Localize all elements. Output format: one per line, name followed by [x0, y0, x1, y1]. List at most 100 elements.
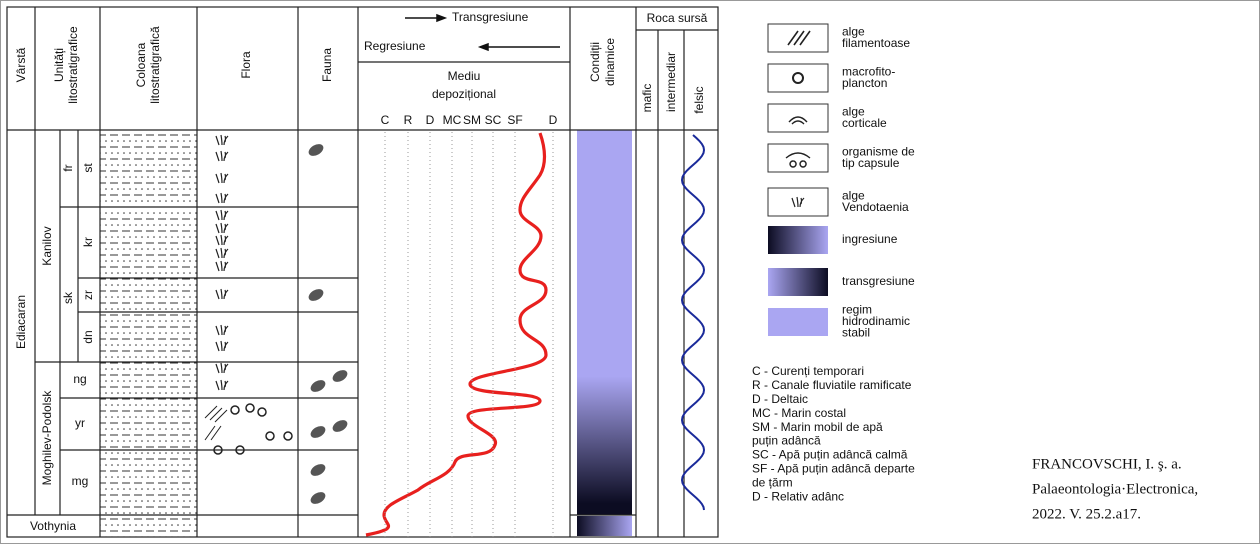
header: Regresiune — [364, 39, 426, 53]
header: Coloana — [134, 42, 148, 87]
header: Unități — [52, 48, 66, 82]
lithology-pattern — [100, 130, 197, 515]
legend-box — [768, 226, 828, 254]
scale-label: R — [404, 113, 413, 127]
unit: kr — [81, 237, 95, 247]
header: Flora — [239, 51, 253, 79]
legend-label: alge — [842, 24, 865, 38]
legend-label: hidrodinamic — [842, 314, 910, 328]
legend-label: filamentoase — [842, 36, 910, 50]
flora-icon — [257, 407, 267, 417]
unit: Kanilov — [40, 226, 54, 265]
flora-icon — [215, 288, 229, 300]
legend-label: corticale — [842, 116, 887, 130]
header: mafic — [640, 84, 654, 113]
header: Mediu — [448, 69, 481, 83]
legend-label: ingresiune — [842, 232, 898, 246]
dynamics-bar — [577, 516, 632, 536]
header: intermediar — [664, 52, 678, 112]
legend-box — [767, 103, 829, 133]
fauna-icon — [310, 464, 326, 476]
header: Condiții — [588, 42, 602, 82]
header: litostratigrafică — [148, 26, 162, 104]
stratigraphic-table: Vârstă Unități litostratigrafice Coloana… — [6, 6, 719, 538]
flora-icon — [265, 431, 275, 441]
fauna-icon — [310, 426, 326, 438]
abbreviation: MC - Marin costal — [752, 406, 846, 420]
scale-label: C — [381, 113, 390, 127]
header: Fauna — [320, 48, 334, 82]
legend-label: macrofito- — [842, 64, 895, 78]
fauna-icon — [308, 144, 324, 156]
unit: dn — [81, 330, 95, 343]
abbreviation: D - Deltaic — [752, 392, 808, 406]
abbreviation: C - Curenți temporari — [752, 364, 864, 378]
flora-icon — [215, 150, 229, 162]
flora-icon — [215, 362, 229, 374]
flora-icon — [215, 234, 229, 246]
flora-icon — [215, 192, 229, 204]
fauna-icon — [310, 380, 326, 392]
header: felsic — [692, 86, 706, 113]
flora-icon — [215, 222, 229, 234]
legend-label: Vendotaenia — [842, 200, 909, 214]
citation: FRANCOVSCHI, I. ş. a. — [1032, 456, 1182, 472]
legend-box — [767, 63, 829, 93]
flora-icon — [215, 247, 229, 259]
legend-box — [768, 308, 828, 336]
header: Transgresiune — [452, 10, 529, 24]
citation: 2022. V. 25.2.a17. — [1032, 506, 1141, 522]
legend-box — [767, 143, 829, 173]
legend-label: stabil — [842, 326, 870, 340]
flora-icon — [235, 445, 245, 455]
header: Roca sursă — [647, 11, 708, 25]
legend-label: regim — [842, 303, 872, 317]
flora-icon — [215, 324, 229, 336]
unit: Moghilev-Podolsk — [40, 390, 54, 486]
unit: st — [81, 163, 95, 173]
scale-label: SM — [463, 113, 481, 127]
header: dinamice — [603, 38, 617, 86]
scale-label: SF — [507, 113, 522, 127]
unit: Ediacaran — [14, 295, 28, 349]
flora-icon — [204, 405, 228, 441]
unit: ng — [73, 372, 86, 386]
lithology-pattern — [100, 515, 197, 537]
table-lines — [7, 7, 718, 537]
flora-icon — [215, 340, 229, 352]
flora-icon — [245, 403, 255, 413]
legend-icon — [785, 152, 811, 168]
legend-icon — [787, 30, 811, 46]
flora-icon — [215, 134, 229, 146]
legend-icon — [792, 72, 804, 84]
header: depozițional — [432, 87, 496, 101]
legend-label: alge — [842, 104, 865, 118]
abbreviation: SF - Apă puțin adâncă departe — [752, 461, 915, 475]
unit: zr — [81, 290, 95, 300]
fauna-icon — [332, 370, 348, 382]
legend-icon — [788, 116, 808, 125]
legend-label: alge — [842, 188, 865, 202]
legend-label: transgresiune — [842, 274, 915, 288]
abbreviation: SC - Apă puțin adâncă calmă — [752, 448, 908, 462]
dynamics-bar — [577, 130, 632, 515]
flora-icon — [215, 209, 229, 221]
scale-label: MC — [443, 113, 462, 127]
unit: sk — [61, 291, 75, 304]
fauna-icon — [310, 492, 326, 504]
abbreviation: D - Relativ adânc — [752, 489, 844, 503]
legend-label: tip capsule — [842, 156, 900, 170]
citation: Palaeontologia·Electronica, — [1032, 481, 1198, 497]
legend-label: organisme de — [842, 144, 915, 158]
scale-label: SC — [485, 113, 502, 127]
flora-icon — [213, 445, 223, 455]
scale-label: D — [426, 113, 435, 127]
legend-box — [768, 268, 828, 296]
fauna-icon — [332, 420, 348, 432]
scale-label: D — [549, 113, 558, 127]
header: Vârstă — [14, 47, 28, 82]
flora-icon — [283, 431, 293, 441]
unit: fr — [61, 164, 75, 171]
flora-icon — [215, 172, 229, 184]
